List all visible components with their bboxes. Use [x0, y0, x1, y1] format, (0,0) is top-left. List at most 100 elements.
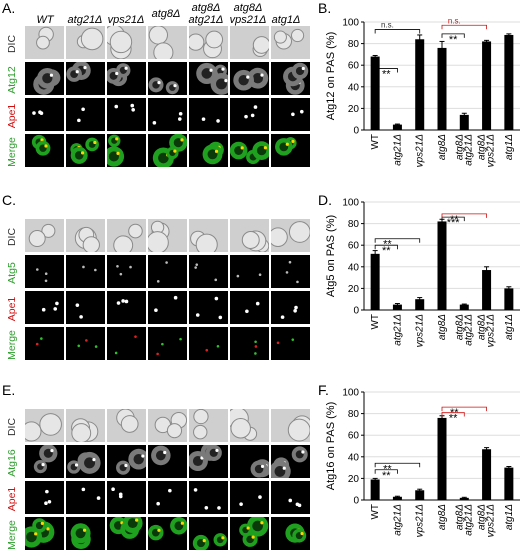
x-tick-label: atg21Δ [463, 504, 474, 536]
micrograph-ape1 [189, 98, 228, 131]
y-tick-label: 80 [348, 219, 360, 230]
micrograph-atg5 [189, 255, 228, 288]
micrograph-atg5 [230, 255, 269, 288]
micrograph-ape1 [230, 98, 269, 131]
micrograph-merge [189, 517, 228, 550]
row-label-dic: DIC [6, 417, 18, 437]
micrograph-ape1 [230, 481, 269, 514]
x-tick-label: atg8Δ [437, 134, 448, 160]
bar [415, 299, 425, 310]
significance-bracket [441, 412, 465, 417]
panel-letter-a: A. [2, 0, 16, 16]
micrograph-ape1 [25, 481, 64, 514]
micrograph-dic [66, 409, 105, 442]
bar [459, 497, 469, 500]
panel-letter-c: C. [2, 192, 16, 208]
micrograph-merge [230, 517, 269, 550]
y-tick-label: 0 [353, 126, 359, 137]
micrograph-atg5 [66, 255, 105, 288]
micrograph-merge [107, 327, 146, 360]
column-header-atg1: atg1Δ [271, 14, 301, 26]
micrograph-ape1 [25, 98, 64, 131]
micrograph-merge [66, 134, 105, 167]
micrograph-atg12 [107, 62, 146, 95]
micrograph-merge [189, 327, 228, 360]
significance-label: ** [450, 214, 459, 226]
bar [370, 56, 380, 131]
micrograph-dic [25, 219, 64, 252]
bar [392, 124, 402, 130]
micrograph-atg5 [107, 255, 146, 288]
x-tick-label: atg1Δ [504, 134, 515, 160]
x-tick-label: atg8Δ [437, 504, 448, 530]
micrograph-atg12 [25, 62, 64, 95]
x-tick-label: atg8Δ [477, 504, 488, 530]
row-label-ape1: Ape1 [6, 486, 18, 512]
micrograph-dic [271, 409, 310, 442]
significance-bracket [374, 29, 421, 34]
micrograph-merge [25, 134, 64, 167]
x-tick-label: atg21Δ [392, 314, 403, 346]
x-tick-label: atg8Δ [454, 134, 465, 160]
significance-bracket [441, 213, 487, 218]
x-tick-label: WT [370, 134, 381, 150]
y-tick-label: 100 [342, 198, 359, 209]
micrograph-merge [66, 327, 105, 360]
x-tick-label: atg8Δ [437, 314, 448, 340]
significance-label: ** [449, 34, 458, 46]
y-axis-label: Atg5 on PAS (%) [325, 215, 337, 297]
micrograph-merge [230, 134, 269, 167]
y-tick-label: 40 [348, 452, 360, 463]
significance-bracket [374, 238, 421, 243]
micrograph-atg5 [148, 255, 187, 288]
micrograph-atg16 [25, 445, 64, 478]
y-tick-label: 20 [348, 284, 360, 295]
bar [482, 41, 492, 130]
significance-label: ** [382, 68, 391, 80]
micrograph-merge [189, 134, 228, 167]
row-label-ape1: Ape1 [6, 103, 18, 129]
panel-letter-b: B. [318, 0, 332, 16]
micrograph-dic [230, 219, 269, 252]
bar [392, 496, 402, 500]
y-tick-label: 0 [353, 496, 359, 507]
column-header-atg8-vps21: atg8Δ vps21Δ [229, 2, 267, 26]
column-header-atg21: atg21Δ [67, 14, 103, 26]
bar [482, 449, 492, 500]
y-tick-label: 40 [348, 262, 360, 273]
micrograph-ape1 [107, 98, 146, 131]
significance-bracket [374, 68, 398, 73]
x-tick-label: atg8Δ [454, 504, 465, 530]
micrograph-atg16 [66, 445, 105, 478]
y-tick-label: 60 [348, 61, 360, 72]
x-tick-label: vps21Δ [486, 504, 497, 538]
micrograph-ape1 [66, 481, 105, 514]
x-tick-label: atg1Δ [504, 504, 515, 530]
significance-bracket [441, 33, 465, 38]
significance-label: ** [382, 245, 391, 257]
significance-bracket [441, 24, 487, 30]
y-axis-label: Atg16 on PAS (%) [325, 402, 337, 490]
micrograph-dic [271, 219, 310, 252]
micrograph-dic [189, 219, 228, 252]
significance-label: ** [383, 239, 392, 251]
significance-bracket [374, 462, 421, 468]
bar [437, 417, 447, 500]
micrograph-ape1 [66, 98, 105, 131]
micrograph-atg16 [148, 445, 187, 478]
micrograph-atg5 [271, 255, 310, 288]
column-header-vps21: vps21Δ [107, 14, 145, 26]
micrograph-merge [271, 327, 310, 360]
micrograph-atg16 [107, 445, 146, 478]
micrograph-merge [148, 327, 187, 360]
micrograph-ape1 [230, 291, 269, 324]
micrograph-atg16 [230, 445, 269, 478]
micrograph-dic [148, 409, 187, 442]
row-label-atg5: Atg5 [6, 262, 18, 284]
micrograph-ape1 [107, 291, 146, 324]
micrograph-dic [148, 219, 187, 252]
panel-letter-e: E. [2, 382, 16, 398]
bar [437, 221, 447, 310]
micrograph-merge [271, 517, 310, 550]
micrograph-ape1 [148, 98, 187, 131]
